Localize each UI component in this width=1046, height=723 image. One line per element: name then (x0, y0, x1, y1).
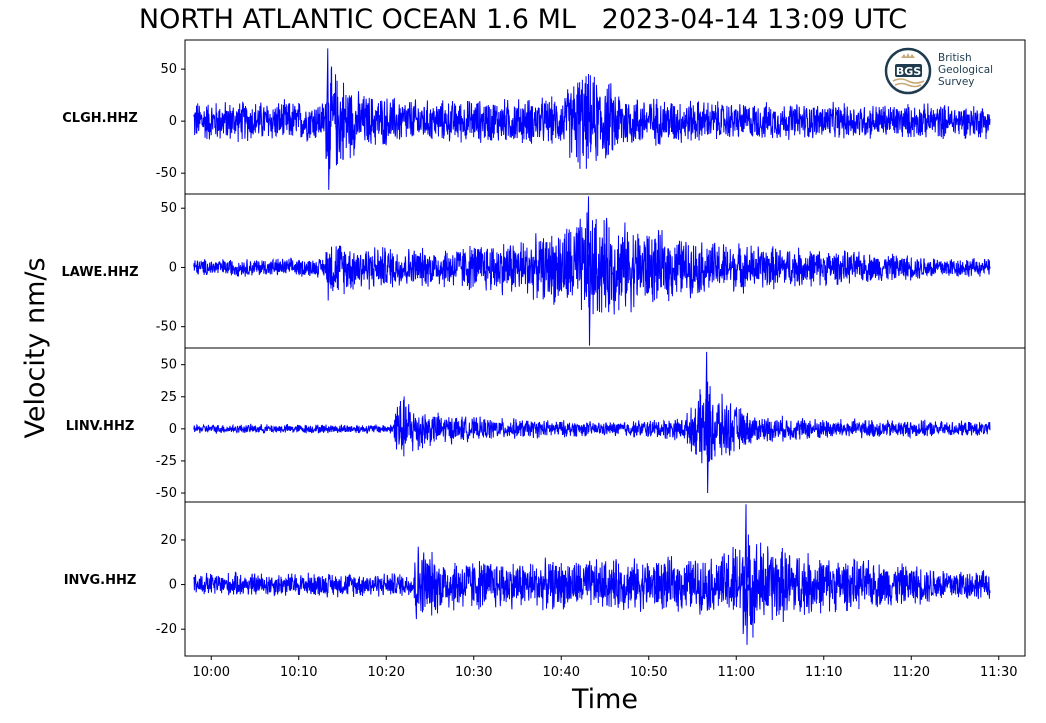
waveform-linv-hhz (193, 351, 991, 494)
y-tick-label: 50 (160, 62, 177, 77)
x-tick-label: 10:00 (193, 665, 230, 680)
y-tick-label: 50 (160, 358, 177, 373)
y-tick-label: -50 (156, 320, 177, 335)
x-tick-label: 10:40 (543, 665, 580, 680)
y-axis-label: Velocity nm/s (20, 257, 51, 438)
bgs-emblem-icon: BGS (884, 47, 932, 95)
y-tick-label: -25 (156, 454, 177, 469)
logo-line-2: Geological (938, 64, 994, 76)
station-label: LINV.HHZ (66, 419, 135, 434)
y-tick-label: 0 (169, 578, 177, 593)
x-tick-label: 11:20 (893, 665, 930, 680)
x-tick-label: 10:50 (630, 665, 667, 680)
y-tick-label: 0 (169, 422, 177, 437)
station-label: CLGH.HHZ (62, 111, 138, 126)
x-tick-label: 11:30 (980, 665, 1017, 680)
logo-line-1: British (938, 52, 972, 64)
waveform-lawe-hhz (193, 196, 991, 346)
x-axis-label: Time (571, 684, 638, 715)
y-tick-label: -20 (156, 622, 177, 637)
x-tick-label: 11:00 (718, 665, 755, 680)
y-tick-label: 0 (169, 260, 177, 275)
x-tick-label: 10:10 (280, 665, 317, 680)
title-region: NORTH ATLANTIC OCEAN 1.6 ML (138, 4, 576, 35)
bgs-logo: BGS British Geological Survey (884, 46, 1004, 96)
y-tick-label: 25 (160, 390, 177, 405)
chart-title: NORTH ATLANTIC OCEAN 1.6 ML 2023-04-14 1… (0, 4, 1046, 35)
waveform-invg-hhz (193, 504, 991, 645)
x-tick-label: 11:10 (805, 665, 842, 680)
x-tick-label: 10:30 (455, 665, 492, 680)
x-tick-label: 10:20 (368, 665, 405, 680)
station-label: LAWE.HHZ (61, 265, 138, 280)
bgs-wordmark: British Geological Survey (938, 52, 993, 88)
station-label: INVG.HHZ (64, 573, 137, 588)
y-tick-label: -50 (156, 486, 177, 501)
bgs-abbrev: BGS (896, 65, 921, 78)
y-tick-label: 50 (160, 201, 177, 216)
panel-frame-3 (184, 501, 1026, 657)
y-tick-label: -50 (156, 166, 177, 181)
y-tick-label: 0 (169, 114, 177, 129)
title-time: 2023-04-14 13:09 UTC (601, 4, 908, 35)
logo-line-3: Survey (938, 76, 975, 88)
waveform-clgh-hhz (193, 48, 991, 190)
y-tick-label: 20 (160, 533, 177, 548)
